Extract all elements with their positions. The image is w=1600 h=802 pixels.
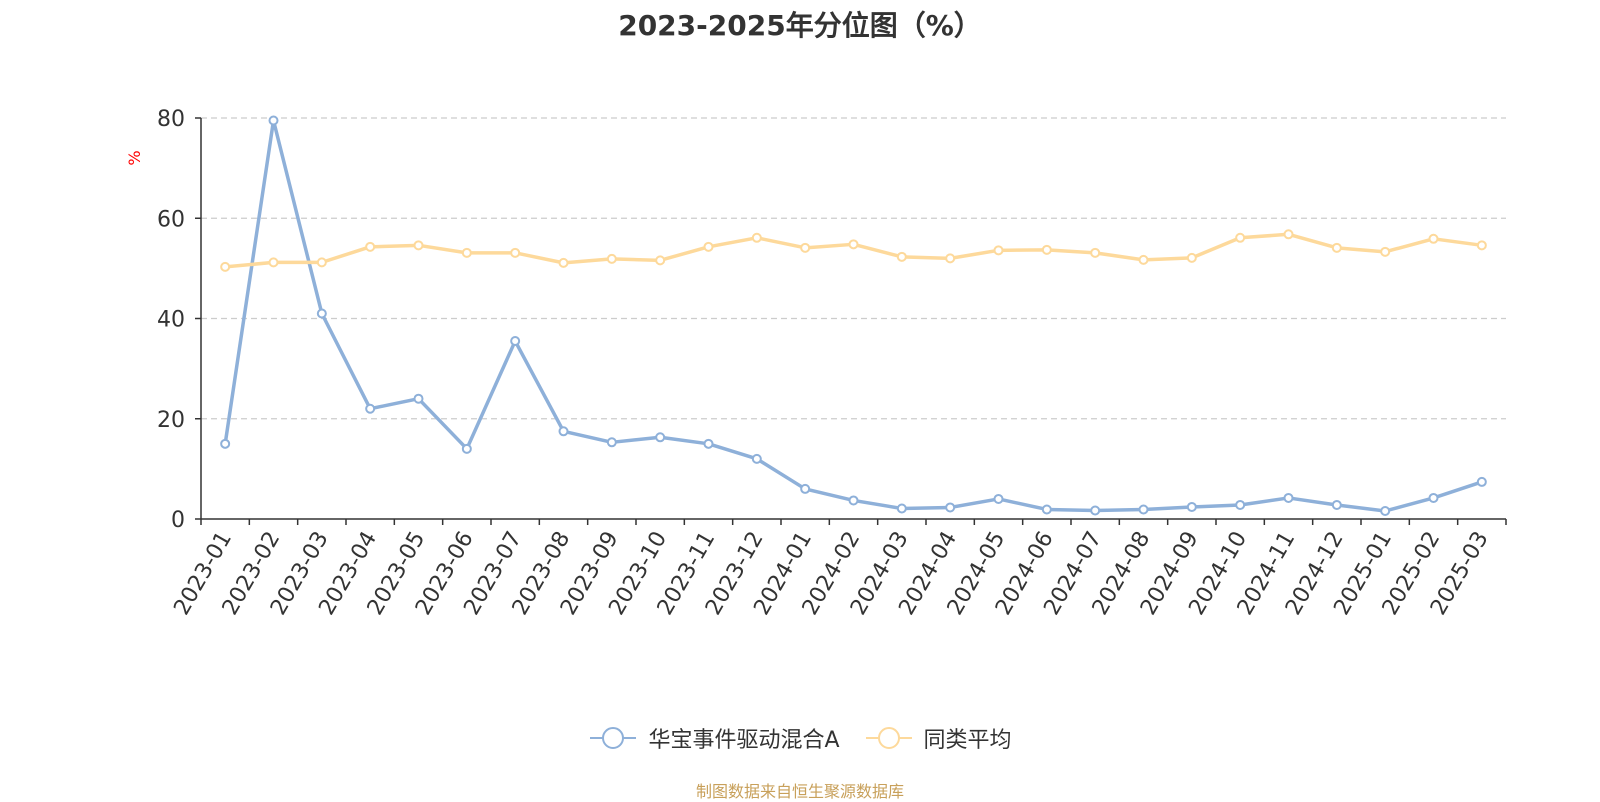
chart-title: 2023-2025年分位图（%）	[618, 9, 982, 42]
data-point	[606, 437, 617, 448]
data-point	[558, 257, 569, 268]
data-point	[461, 247, 472, 258]
data-point	[316, 308, 327, 319]
y-tick-label: 40	[157, 308, 185, 333]
data-point	[1380, 246, 1391, 257]
y-tick-label: 80	[157, 107, 185, 132]
axes	[195, 117, 1507, 525]
data-point	[268, 257, 279, 268]
data-point	[316, 257, 327, 268]
data-point	[1380, 505, 1391, 516]
data-point	[1186, 252, 1197, 263]
data-point	[365, 403, 376, 414]
legend-label-fund: 华宝事件驱动混合A	[648, 728, 840, 753]
data-point	[220, 438, 231, 449]
data-point	[896, 503, 907, 514]
grid-lines	[201, 117, 1506, 420]
data-point	[945, 502, 956, 513]
series-1	[220, 229, 1487, 272]
data-point	[848, 239, 859, 250]
data-point	[1331, 499, 1342, 510]
data-point	[1090, 247, 1101, 258]
data-point	[703, 241, 714, 252]
y-tick-label: 20	[157, 408, 185, 433]
y-tick-label: 0	[171, 508, 185, 533]
legend-line-circle-icon	[590, 727, 637, 749]
legend-item-average[interactable]: 同类平均	[864, 722, 1012, 754]
data-point	[945, 253, 956, 264]
data-point	[1138, 254, 1149, 265]
data-point	[1186, 501, 1197, 512]
data-point	[993, 245, 1004, 256]
data-point	[1041, 244, 1052, 255]
data-point	[1331, 242, 1342, 253]
data-point	[993, 493, 1004, 504]
data-point	[1283, 229, 1294, 240]
data-point	[703, 438, 714, 449]
data-point	[1428, 233, 1439, 244]
data-source-note: 制图数据来自恒生聚源数据库	[695, 782, 904, 801]
data-point	[848, 495, 859, 506]
series-line	[223, 232, 1484, 269]
legend: 华宝事件驱动混合A 同类平均	[0, 722, 1600, 754]
data-point	[606, 253, 617, 264]
data-point	[1041, 504, 1052, 515]
data-point	[1235, 499, 1246, 510]
data-point	[461, 443, 472, 454]
data-point	[1476, 240, 1487, 251]
data-point	[896, 251, 907, 262]
data-point	[1090, 505, 1101, 516]
series-0	[220, 115, 1487, 516]
data-point	[268, 115, 279, 126]
data-point	[1476, 476, 1487, 487]
axis-labels: 0204060802023-012023-022023-032023-04202…	[125, 107, 1494, 619]
data-point	[220, 261, 231, 272]
data-point	[510, 336, 521, 347]
data-point	[800, 242, 811, 253]
data-point	[1138, 504, 1149, 515]
data-point	[1428, 492, 1439, 503]
data-point	[558, 426, 569, 437]
data-point	[510, 247, 521, 258]
data-point	[1235, 232, 1246, 243]
data-point	[413, 240, 424, 251]
data-point	[751, 232, 762, 243]
legend-label-average: 同类平均	[923, 728, 1012, 753]
data-point	[365, 241, 376, 252]
data-point	[1283, 492, 1294, 503]
data-point	[413, 393, 424, 404]
data-point	[655, 255, 666, 266]
data-point	[655, 432, 666, 443]
y-axis-label: %	[125, 150, 144, 165]
series-lines	[220, 115, 1487, 516]
series-line	[223, 118, 1484, 513]
y-tick-label: 60	[157, 207, 185, 232]
legend-item-fund[interactable]: 华宝事件驱动混合A	[588, 722, 840, 754]
data-point	[751, 453, 762, 464]
legend-line-circle-icon	[865, 727, 912, 749]
data-point	[800, 483, 811, 494]
